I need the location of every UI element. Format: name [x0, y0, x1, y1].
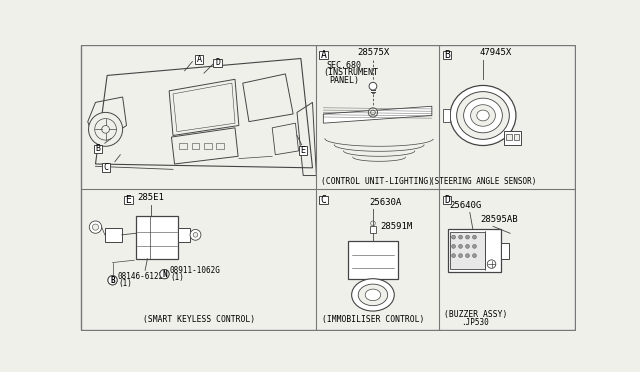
- Circle shape: [465, 235, 469, 239]
- Circle shape: [160, 269, 169, 279]
- Text: (STEERING ANGLE SENSOR): (STEERING ANGLE SENSOR): [430, 177, 536, 186]
- Text: PANEL): PANEL): [330, 76, 360, 85]
- Circle shape: [371, 221, 375, 225]
- Circle shape: [369, 82, 377, 90]
- Text: 08911-1062G: 08911-1062G: [170, 266, 221, 275]
- Bar: [450, 232, 484, 269]
- Text: C: C: [104, 163, 108, 172]
- Text: (CONTROL UNIT-LIGHTING): (CONTROL UNIT-LIGHTING): [321, 177, 433, 186]
- Bar: [191, 143, 199, 150]
- Circle shape: [459, 254, 463, 257]
- Text: E: E: [125, 195, 131, 205]
- Text: (SMART KEYLESS CONTROL): (SMART KEYLESS CONTROL): [143, 315, 255, 324]
- Text: A: A: [321, 50, 326, 60]
- Bar: [501, 243, 509, 259]
- Bar: [179, 143, 187, 150]
- Ellipse shape: [450, 86, 516, 145]
- Bar: [102, 163, 110, 172]
- Ellipse shape: [470, 105, 495, 126]
- Ellipse shape: [457, 92, 509, 140]
- Ellipse shape: [477, 110, 489, 121]
- Bar: [370, 225, 376, 233]
- Circle shape: [459, 235, 463, 239]
- Bar: [136, 217, 179, 259]
- Bar: [504, 131, 521, 145]
- Circle shape: [102, 125, 109, 133]
- Ellipse shape: [351, 279, 394, 311]
- Bar: [443, 51, 451, 59]
- Text: 285E1: 285E1: [138, 193, 164, 202]
- Circle shape: [92, 224, 99, 230]
- Circle shape: [160, 269, 169, 279]
- Circle shape: [472, 244, 476, 248]
- Ellipse shape: [365, 289, 381, 301]
- Text: 47945X: 47945X: [479, 48, 511, 57]
- Text: 28575X: 28575X: [357, 48, 389, 57]
- Bar: [204, 143, 212, 150]
- Text: 25640G: 25640G: [450, 201, 482, 210]
- Circle shape: [452, 235, 456, 239]
- Text: (1): (1): [170, 273, 184, 282]
- Text: N: N: [162, 270, 167, 279]
- Bar: [514, 134, 520, 140]
- Polygon shape: [323, 106, 432, 123]
- Circle shape: [459, 244, 463, 248]
- Bar: [298, 146, 307, 155]
- Bar: [195, 55, 204, 64]
- Bar: [443, 109, 451, 122]
- Circle shape: [190, 230, 201, 240]
- Bar: [348, 241, 397, 279]
- Text: SEC.680: SEC.680: [326, 61, 362, 70]
- Bar: [105, 228, 122, 242]
- Bar: [319, 51, 328, 59]
- Bar: [506, 134, 511, 140]
- Ellipse shape: [358, 284, 388, 306]
- Text: D: D: [215, 58, 220, 67]
- Bar: [319, 196, 328, 204]
- Circle shape: [465, 254, 469, 257]
- Circle shape: [371, 110, 375, 115]
- Circle shape: [368, 108, 378, 117]
- Bar: [448, 230, 501, 272]
- Ellipse shape: [463, 98, 502, 133]
- Text: D: D: [444, 195, 450, 205]
- Text: E: E: [300, 146, 305, 155]
- Text: 28591M: 28591M: [381, 222, 413, 231]
- Circle shape: [452, 244, 456, 248]
- Bar: [216, 143, 224, 150]
- Text: (INSTRUMENT: (INSTRUMENT: [323, 68, 378, 77]
- Text: B: B: [444, 50, 450, 60]
- Text: (BUZZER ASSY): (BUZZER ASSY): [444, 310, 507, 319]
- Circle shape: [90, 221, 102, 233]
- Bar: [443, 196, 451, 204]
- Text: A: A: [196, 55, 202, 64]
- Text: B: B: [96, 144, 100, 154]
- Text: .JP530: .JP530: [461, 318, 489, 327]
- Bar: [94, 145, 102, 153]
- Circle shape: [487, 260, 496, 268]
- Text: 25630A: 25630A: [369, 198, 401, 207]
- Circle shape: [88, 112, 123, 146]
- Bar: [124, 196, 132, 204]
- Bar: [179, 228, 190, 242]
- Circle shape: [472, 254, 476, 257]
- Text: B: B: [110, 276, 115, 285]
- Text: C: C: [321, 195, 326, 205]
- Circle shape: [95, 119, 116, 140]
- Circle shape: [108, 276, 117, 285]
- Text: (1): (1): [118, 279, 132, 288]
- Circle shape: [108, 276, 117, 285]
- Text: (IMMOBILISER CONTROL): (IMMOBILISER CONTROL): [322, 315, 424, 324]
- Circle shape: [193, 232, 198, 237]
- Bar: [213, 58, 222, 67]
- Text: 08146-6122G: 08146-6122G: [118, 272, 169, 281]
- Circle shape: [472, 235, 476, 239]
- Circle shape: [452, 254, 456, 257]
- Text: 28595AB: 28595AB: [481, 215, 518, 224]
- Circle shape: [465, 244, 469, 248]
